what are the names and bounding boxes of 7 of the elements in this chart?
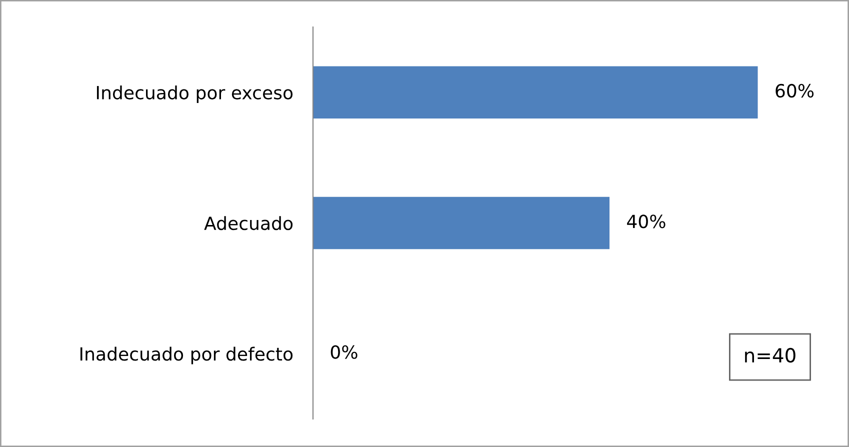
- y-tick-label: Indecuado por exceso: [96, 85, 293, 103]
- y-tick-label: Adecuado: [204, 216, 293, 230]
- annotation: n=40: [745, 348, 796, 363]
- data-label: 0%: [330, 345, 358, 359]
- data-label: 40%: [627, 214, 666, 228]
- data-label: 60%: [776, 84, 814, 98]
- y-tick-label: Inadecuado por defecto: [80, 346, 293, 364]
